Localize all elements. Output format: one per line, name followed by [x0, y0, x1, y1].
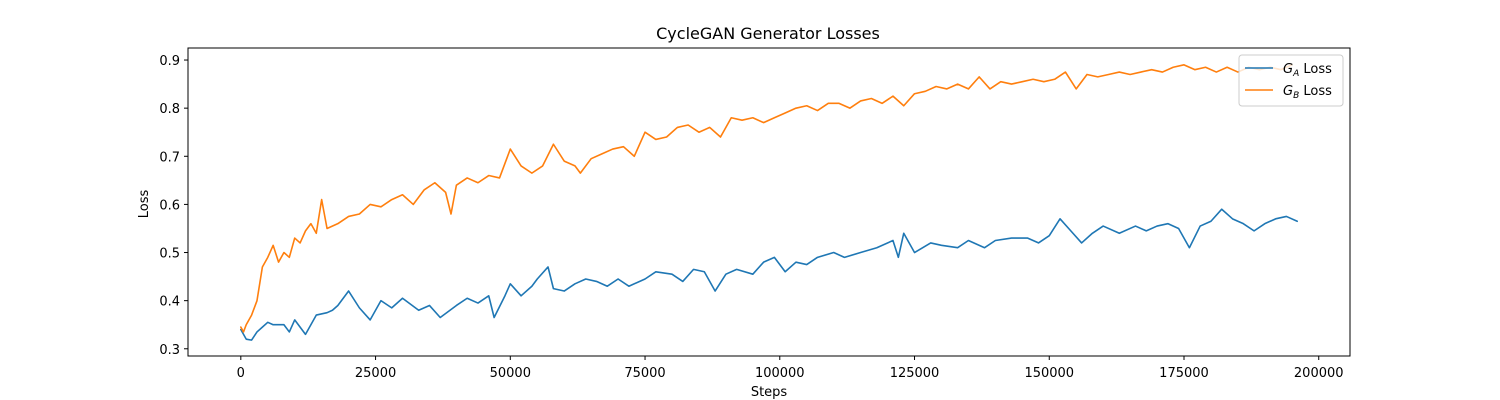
x-tick-label: 150000 [1024, 366, 1074, 381]
y-tick-label: 0.4 [159, 295, 180, 310]
x-tick-label: 75000 [624, 366, 665, 381]
y-axis-label: Loss [137, 190, 152, 219]
legend-label-a: GA Loss [1283, 62, 1332, 79]
x-tick-label: 100000 [755, 366, 805, 381]
plot-frame [187, 47, 1351, 357]
series-layer [240, 64, 1298, 341]
y-axis: 0.3 0.4 0.5 0.6 0.7 0.8 0.9 [159, 54, 188, 358]
x-tick-label: 50000 [490, 366, 531, 381]
series-line-a [240, 208, 1298, 341]
y-tick-label: 0.7 [159, 150, 180, 165]
legend-label-b: GB Loss [1283, 84, 1332, 101]
legend: GA Loss GB Loss [1238, 54, 1344, 107]
x-tick-label: 0 [237, 366, 245, 381]
y-tick-label: 0.6 [159, 198, 180, 213]
chart-title: CycleGAN Generator Losses [656, 24, 880, 43]
y-tick-label: 0.8 [159, 102, 180, 117]
x-tick-label: 125000 [890, 366, 940, 381]
series-line-b [240, 64, 1293, 333]
x-axis: 0 25000 50000 75000 100000 125000 150000 175000… [237, 356, 1344, 381]
x-tick-label: 200000 [1294, 366, 1344, 381]
y-tick-label: 0.9 [159, 54, 180, 69]
y-tick-label: 0.3 [159, 343, 180, 358]
x-tick-label: 25000 [355, 366, 396, 381]
y-tick-label: 0.5 [159, 247, 180, 262]
x-tick-label: 175000 [1159, 366, 1209, 381]
x-axis-label: Steps [751, 385, 788, 400]
